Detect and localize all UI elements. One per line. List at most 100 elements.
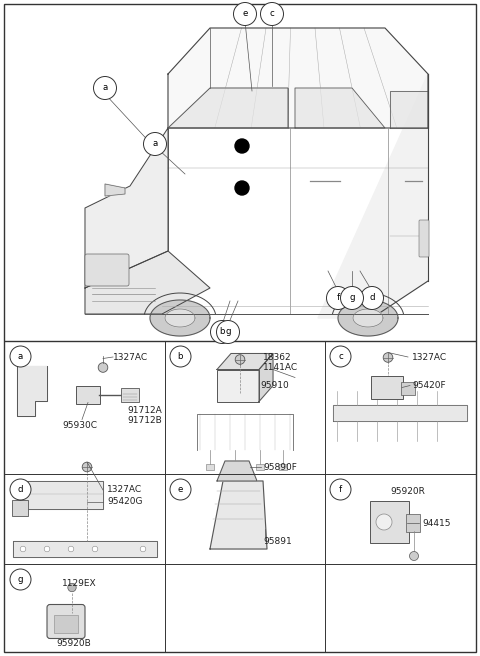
Text: 18362: 18362 [263, 352, 292, 361]
Text: b: b [219, 327, 225, 337]
Text: g: g [349, 293, 355, 302]
Circle shape [170, 479, 191, 500]
FancyBboxPatch shape [12, 500, 28, 516]
Text: b: b [178, 352, 183, 361]
Polygon shape [338, 300, 398, 336]
FancyBboxPatch shape [419, 220, 429, 257]
Circle shape [92, 546, 98, 552]
Text: e: e [178, 485, 183, 494]
Text: f: f [336, 293, 339, 302]
Circle shape [144, 133, 167, 155]
Text: d: d [18, 485, 23, 494]
Circle shape [211, 321, 233, 344]
Text: 95920R: 95920R [390, 487, 425, 497]
Circle shape [216, 321, 240, 344]
Circle shape [235, 355, 245, 364]
Text: f: f [339, 485, 342, 494]
Circle shape [170, 346, 191, 367]
Circle shape [261, 3, 284, 26]
Text: 95920B: 95920B [56, 638, 91, 647]
Circle shape [383, 353, 393, 362]
Polygon shape [20, 481, 103, 509]
Text: g: g [18, 575, 23, 584]
Circle shape [140, 546, 146, 552]
Polygon shape [168, 88, 288, 128]
Text: 95910: 95910 [260, 381, 289, 390]
FancyBboxPatch shape [206, 464, 214, 470]
Circle shape [340, 287, 363, 310]
Circle shape [376, 514, 392, 530]
FancyBboxPatch shape [401, 382, 415, 394]
Circle shape [82, 462, 92, 472]
Circle shape [98, 363, 108, 373]
Text: 91712A: 91712A [127, 406, 162, 415]
Circle shape [409, 552, 419, 560]
Polygon shape [259, 354, 273, 401]
Polygon shape [217, 354, 273, 369]
Circle shape [20, 546, 26, 552]
Circle shape [235, 181, 249, 195]
Polygon shape [150, 300, 210, 336]
Circle shape [360, 287, 384, 310]
Circle shape [235, 139, 249, 153]
Polygon shape [333, 405, 467, 420]
Text: 1327AC: 1327AC [107, 485, 142, 495]
FancyBboxPatch shape [85, 254, 129, 286]
Polygon shape [168, 28, 428, 128]
Text: c: c [338, 352, 343, 361]
Circle shape [326, 287, 349, 310]
Circle shape [10, 569, 31, 590]
Polygon shape [85, 128, 168, 288]
FancyBboxPatch shape [406, 514, 420, 532]
Text: 94415: 94415 [422, 518, 451, 527]
Polygon shape [165, 309, 195, 327]
Circle shape [330, 346, 351, 367]
Text: c: c [270, 9, 275, 18]
FancyBboxPatch shape [231, 464, 239, 470]
Polygon shape [85, 251, 210, 314]
Polygon shape [390, 91, 428, 128]
Polygon shape [210, 481, 267, 549]
Text: 1327AC: 1327AC [412, 352, 447, 361]
FancyBboxPatch shape [370, 501, 409, 543]
Polygon shape [13, 541, 157, 557]
Text: 1141AC: 1141AC [263, 363, 298, 371]
Polygon shape [353, 309, 383, 327]
Text: a: a [152, 140, 157, 148]
Text: 1129EX: 1129EX [62, 579, 96, 588]
Polygon shape [318, 74, 428, 318]
FancyBboxPatch shape [54, 615, 78, 632]
Text: g: g [225, 327, 231, 337]
Polygon shape [217, 461, 257, 481]
Circle shape [10, 479, 31, 500]
Text: 91712B: 91712B [127, 416, 162, 425]
Polygon shape [17, 365, 47, 415]
FancyBboxPatch shape [256, 464, 264, 470]
Circle shape [94, 77, 117, 100]
FancyBboxPatch shape [217, 369, 259, 401]
FancyBboxPatch shape [121, 388, 139, 401]
Text: 95890F: 95890F [263, 462, 297, 472]
Text: 95930C: 95930C [62, 421, 97, 430]
Circle shape [233, 3, 256, 26]
FancyBboxPatch shape [4, 4, 476, 652]
FancyBboxPatch shape [47, 604, 85, 638]
Text: 95891: 95891 [263, 537, 292, 546]
FancyBboxPatch shape [76, 386, 100, 403]
Circle shape [68, 546, 74, 552]
Polygon shape [295, 88, 385, 128]
Text: a: a [18, 352, 23, 361]
Text: 95420G: 95420G [107, 497, 143, 506]
Circle shape [10, 346, 31, 367]
FancyBboxPatch shape [279, 464, 287, 470]
Text: d: d [369, 293, 375, 302]
FancyBboxPatch shape [371, 377, 403, 398]
Circle shape [68, 583, 76, 592]
Text: 1327AC: 1327AC [113, 352, 148, 361]
Circle shape [44, 546, 50, 552]
Text: a: a [102, 83, 108, 92]
Text: 95420F: 95420F [412, 381, 445, 390]
Polygon shape [105, 184, 125, 196]
Circle shape [330, 479, 351, 500]
Text: e: e [242, 9, 248, 18]
